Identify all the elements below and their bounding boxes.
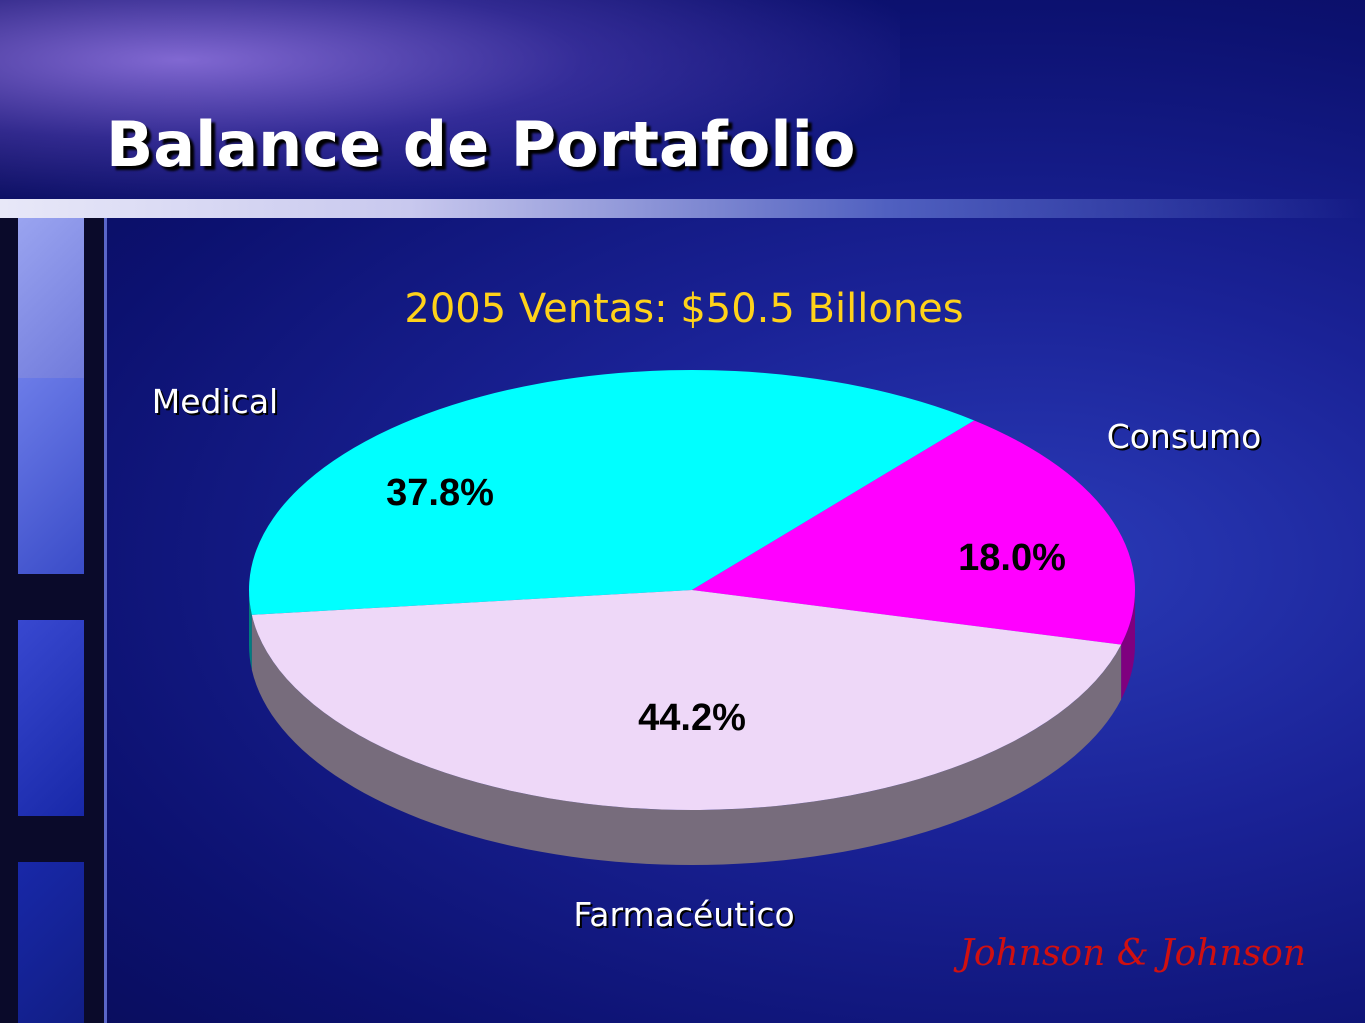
pie-sides: [249, 590, 1135, 865]
data-label: 18.0%: [958, 537, 1066, 579]
category-label: Farmacéutico: [573, 895, 794, 934]
pie: [249, 369, 1135, 865]
category-label: Consumo: [1107, 417, 1262, 456]
chart-subtitle: 2005 Ventas: $50.5 Billones: [404, 286, 963, 332]
slice-side: [251, 614, 1122, 865]
strip-square: [18, 378, 84, 574]
pie-tops: [249, 369, 1135, 810]
background-glow: [0, 0, 900, 200]
slice: [692, 420, 1135, 645]
logo: Johnson & Johnson: [952, 933, 1306, 974]
data-label: 37.8%: [386, 472, 494, 514]
slice-side: [1121, 590, 1135, 700]
strip-square: [18, 862, 84, 1023]
slice: [251, 590, 1122, 810]
category-label-shadow: Farmacéutico: [575, 897, 796, 936]
data-label: 44.2%: [638, 697, 746, 739]
category-label: Medical: [152, 382, 278, 421]
category-label-shadow: Consumo: [1109, 419, 1264, 458]
side-strip: [0, 218, 107, 1023]
strip-square: [18, 620, 84, 816]
slice: [249, 369, 975, 615]
slice-side: [249, 590, 252, 670]
slide-title: Balance de Portafolio: [106, 108, 856, 181]
title-bar: [0, 199, 1365, 218]
category-label-shadow: Medical: [154, 384, 280, 423]
